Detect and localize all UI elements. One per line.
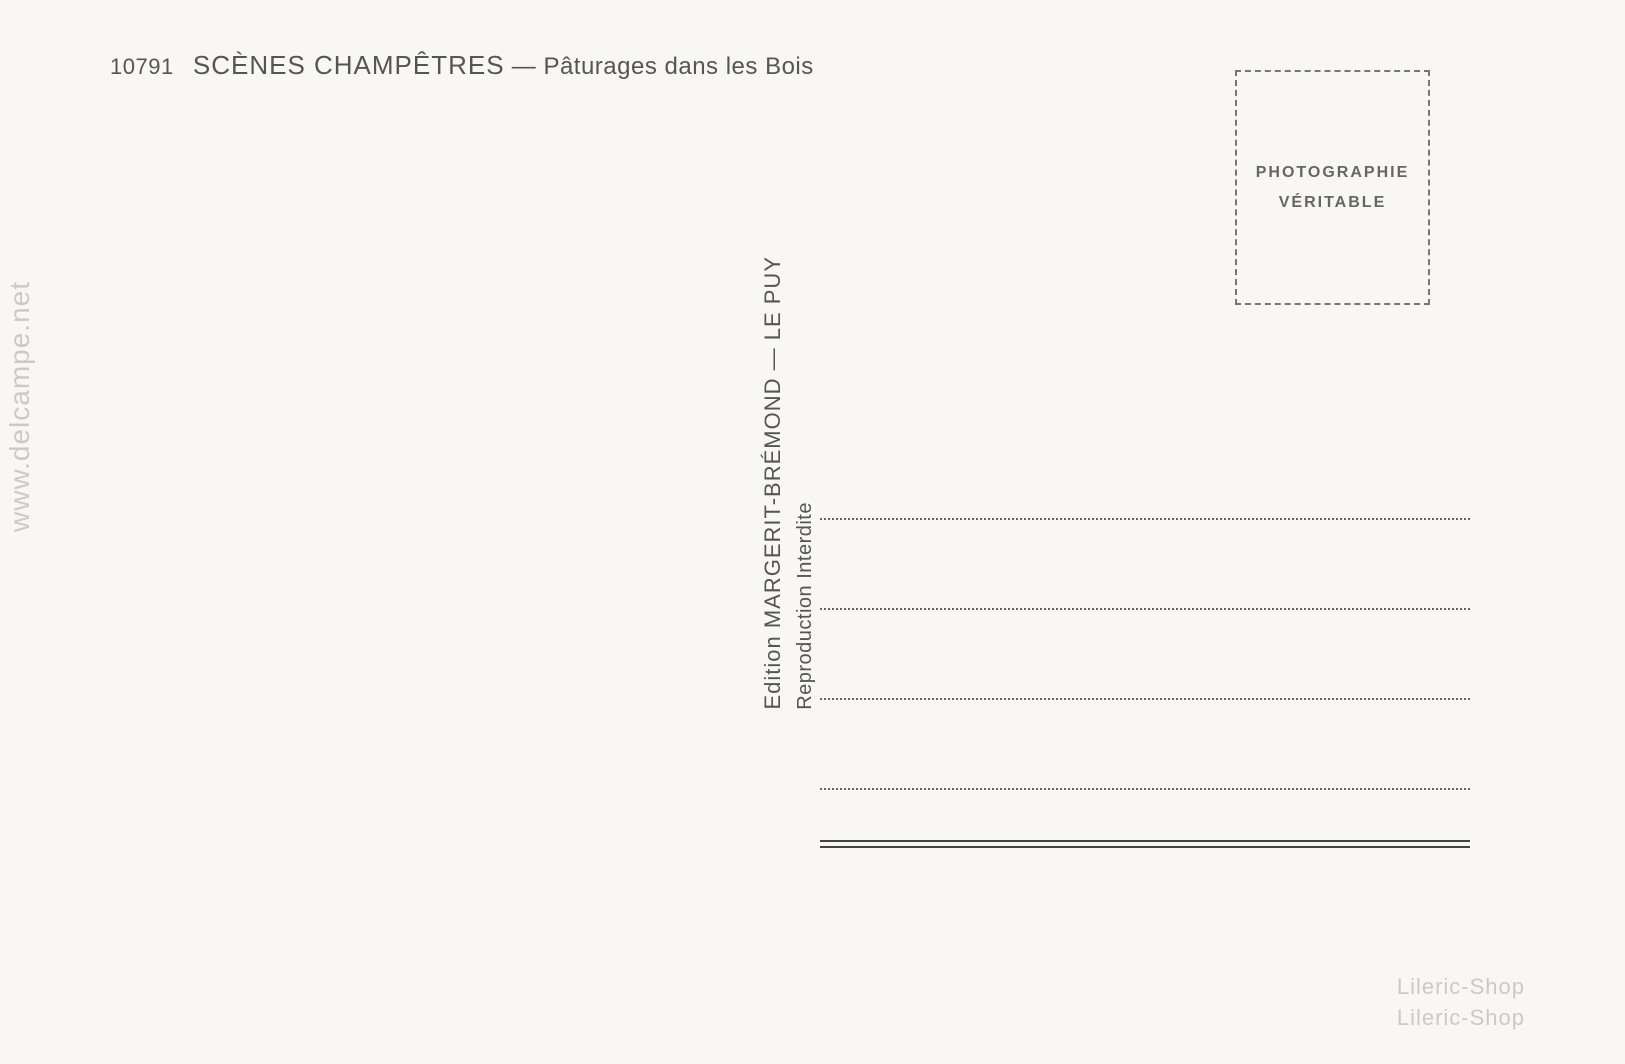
- reproduction-notice: Reproduction Interdite: [794, 502, 817, 710]
- address-line: [820, 430, 1470, 520]
- address-line: [820, 520, 1470, 610]
- scene-subtitle: Pâturages dans les Bois: [543, 53, 813, 80]
- divider-line: [820, 840, 1470, 848]
- catalog-number: 10791: [110, 54, 174, 79]
- publisher-name: Edition MARGERIT-BRÉMOND — LE PUY: [760, 256, 786, 710]
- address-area: [820, 430, 1470, 790]
- header: 10791 SCÈNES CHAMPÊTRES — Pâturages dans…: [110, 50, 814, 81]
- address-line: [820, 700, 1470, 790]
- watermark-shop-line2: Lileric-Shop: [1397, 1003, 1525, 1034]
- watermark-shop: Lileric-Shop Lileric-Shop: [1397, 972, 1525, 1034]
- stamp-label-line2: VÉRITABLE: [1279, 194, 1386, 212]
- postcard-back: 10791 SCÈNES CHAMPÊTRES — Pâturages dans…: [0, 0, 1625, 1064]
- address-line: [820, 610, 1470, 700]
- stamp-placeholder: PHOTOGRAPHIE VÉRITABLE: [1235, 70, 1430, 305]
- separator: —: [512, 53, 537, 80]
- scene-title: SCÈNES CHAMPÊTRES: [193, 50, 505, 80]
- stamp-label-line1: PHOTOGRAPHIE: [1256, 164, 1410, 182]
- watermark-website: www.delcampe.net: [4, 281, 36, 532]
- publisher-info: Edition MARGERIT-BRÉMOND — LE PUY Reprod…: [760, 90, 817, 710]
- watermark-shop-line1: Lileric-Shop: [1397, 972, 1525, 1003]
